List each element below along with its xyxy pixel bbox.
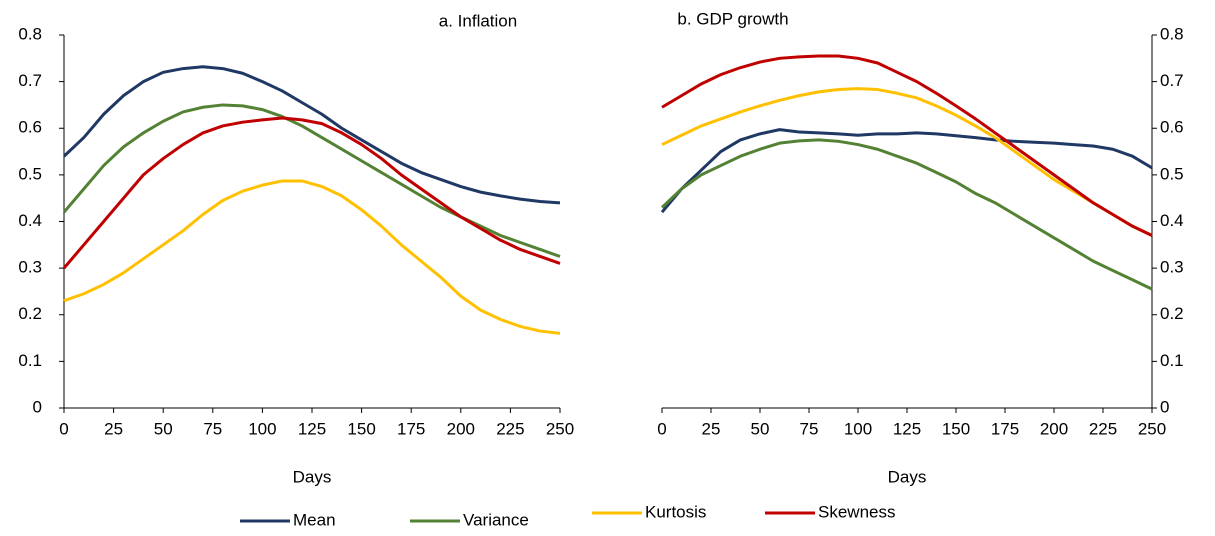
chart-title: a. Inflation — [439, 11, 517, 30]
series-line — [62, 65, 561, 205]
x-tick-label: 150 — [942, 419, 970, 438]
series-line — [661, 54, 1153, 237]
x-axis-label: Days — [888, 467, 927, 486]
y-tick-label: 0.3 — [1160, 258, 1184, 277]
y-tick-label: 0.5 — [18, 164, 42, 183]
y-tick-label: 0.8 — [1160, 24, 1184, 43]
x-tick-label: 75 — [800, 419, 819, 438]
y-tick-label: 0.4 — [1160, 211, 1184, 230]
y-tick-label: 0.7 — [18, 71, 42, 90]
y-tick-label: 0.4 — [18, 211, 42, 230]
x-tick-label: 125 — [298, 419, 326, 438]
legend-label: Mean — [293, 510, 336, 529]
series-line — [62, 103, 561, 258]
series-line — [62, 116, 561, 270]
y-tick-label: 0.3 — [18, 258, 42, 277]
y-tick-label: 0.1 — [18, 351, 42, 370]
series-line — [63, 179, 561, 335]
x-tick-label: 200 — [447, 419, 475, 438]
x-tick-label: 225 — [496, 419, 524, 438]
y-tick-label: 0.8 — [18, 24, 42, 43]
x-tick-label: 25 — [702, 419, 721, 438]
x-tick-label: 0 — [657, 419, 666, 438]
y-tick-label: 0.7 — [1160, 71, 1184, 90]
series-line — [660, 128, 1153, 214]
series-line — [660, 138, 1153, 291]
x-tick-label: 200 — [1040, 419, 1068, 438]
y-tick-label: 0.6 — [1160, 118, 1184, 137]
x-tick-label: 175 — [991, 419, 1019, 438]
x-axis-label: Days — [293, 467, 332, 486]
series-line — [661, 87, 1153, 237]
y-tick-label: 0.5 — [1160, 164, 1184, 183]
y-tick-label: 0 — [33, 397, 42, 416]
x-tick-label: 225 — [1089, 419, 1117, 438]
chart-title: b. GDP growth — [677, 9, 788, 28]
x-tick-label: 250 — [546, 419, 574, 438]
y-tick-label: 0 — [1160, 397, 1169, 416]
x-tick-label: 50 — [751, 419, 770, 438]
x-tick-label: 75 — [203, 419, 222, 438]
x-tick-label: 250 — [1138, 419, 1166, 438]
y-tick-label: 0.2 — [1160, 304, 1184, 323]
y-tick-label: 0.1 — [1160, 351, 1184, 370]
x-tick-label: 100 — [248, 419, 276, 438]
x-tick-label: 25 — [104, 419, 123, 438]
x-tick-label: 175 — [397, 419, 425, 438]
y-tick-label: 0.6 — [18, 118, 42, 137]
legend-label: Skewness — [818, 502, 895, 521]
x-tick-label: 150 — [347, 419, 375, 438]
x-tick-label: 50 — [154, 419, 173, 438]
y-tick-label: 0.2 — [18, 304, 42, 323]
legend-label: Variance — [463, 510, 529, 529]
x-tick-label: 0 — [59, 419, 68, 438]
legend-label: Kurtosis — [645, 502, 706, 521]
x-tick-label: 125 — [893, 419, 921, 438]
x-tick-label: 100 — [844, 419, 872, 438]
